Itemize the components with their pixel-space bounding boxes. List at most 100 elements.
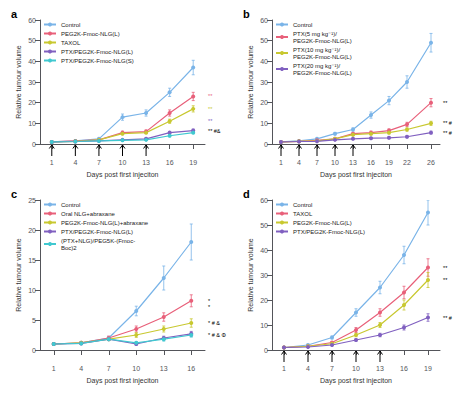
- svg-text:4: 4: [297, 159, 301, 166]
- svg-text:PTX/PEG2K-Fmoc-NLG(S): PTX/PEG2K-Fmoc-NLG(S): [61, 58, 134, 64]
- svg-text:b: b: [243, 8, 250, 20]
- svg-text:5: 5: [32, 317, 36, 324]
- svg-text:30: 30: [28, 79, 36, 86]
- svg-text:d: d: [243, 188, 250, 200]
- svg-text:Days post first injeciton: Days post first injeciton: [87, 171, 159, 179]
- svg-text:TAXOL: TAXOL: [293, 211, 313, 217]
- svg-text:7: 7: [97, 159, 101, 166]
- svg-text:7: 7: [330, 365, 334, 372]
- svg-text:25: 25: [28, 197, 36, 204]
- svg-text:Days post first injeciton: Days post first injeciton: [87, 377, 159, 385]
- svg-text:PTX(5 mg kg⁻¹)/: PTX(5 mg kg⁻¹)/: [293, 31, 337, 37]
- svg-text:40: 40: [260, 58, 268, 65]
- svg-text:* # & Φ: * # & Φ: [208, 332, 226, 338]
- svg-text:PTX/PEG2K-Fmoc-NLG(L): PTX/PEG2K-Fmoc-NLG(L): [61, 229, 133, 235]
- svg-text:Relative tumour volume: Relative tumour volume: [15, 45, 22, 119]
- svg-text:Boc)2: Boc)2: [61, 245, 77, 251]
- svg-text:PTX(10 mg kg⁻¹)/: PTX(10 mg kg⁻¹)/: [293, 47, 341, 53]
- svg-text:60: 60: [260, 197, 268, 204]
- svg-text:** #&: ** #&: [208, 128, 221, 134]
- svg-text:19: 19: [385, 159, 393, 166]
- svg-text:19: 19: [189, 159, 197, 166]
- svg-text:PEG2K-Fmoc-NLG(L): PEG2K-Fmoc-NLG(L): [293, 220, 352, 226]
- svg-text:60: 60: [28, 17, 36, 24]
- svg-text:26: 26: [427, 159, 435, 166]
- svg-text:**: **: [443, 265, 448, 271]
- svg-text:7: 7: [315, 159, 319, 166]
- svg-text:PEG2K-Fmoc-NLG(L): PEG2K-Fmoc-NLG(L): [293, 70, 352, 76]
- svg-text:Control: Control: [293, 22, 312, 28]
- svg-text:20: 20: [28, 99, 36, 106]
- svg-text:50: 50: [260, 37, 268, 44]
- svg-text:13: 13: [349, 159, 357, 166]
- svg-text:**: **: [208, 93, 213, 99]
- svg-text:10: 10: [260, 322, 268, 329]
- svg-text:13: 13: [160, 365, 168, 372]
- svg-text:Relative tumour volume: Relative tumour volume: [247, 238, 254, 312]
- svg-text:0: 0: [32, 347, 36, 354]
- svg-text:16: 16: [400, 365, 408, 372]
- svg-text:10: 10: [28, 120, 36, 127]
- svg-text:**: **: [208, 118, 213, 124]
- svg-text:**: **: [443, 277, 448, 283]
- svg-text:**: **: [208, 106, 213, 112]
- svg-text:40: 40: [260, 247, 268, 254]
- svg-text:** #: ** #: [443, 130, 453, 136]
- svg-text:1: 1: [282, 365, 286, 372]
- svg-text:PTX/PEG2K-Fmoc-NLG(L): PTX/PEG2K-Fmoc-NLG(L): [61, 49, 133, 55]
- svg-text:16: 16: [367, 159, 375, 166]
- svg-text:**: **: [443, 100, 448, 106]
- svg-text:16: 16: [166, 159, 174, 166]
- svg-text:13: 13: [376, 365, 384, 372]
- svg-text:c: c: [11, 188, 17, 200]
- svg-text:Control: Control: [61, 202, 80, 208]
- svg-text:1: 1: [50, 159, 54, 166]
- svg-text:** #: ** #: [443, 120, 453, 126]
- svg-text:PTX/PEG2K-Fmoc-NLG(L): PTX/PEG2K-Fmoc-NLG(L): [293, 229, 365, 235]
- svg-text:10: 10: [119, 159, 127, 166]
- svg-text:Control: Control: [293, 202, 312, 208]
- svg-text:4: 4: [306, 365, 310, 372]
- svg-text:30: 30: [260, 79, 268, 86]
- svg-text:4: 4: [73, 159, 77, 166]
- svg-text:(PTX+NLG)/PEG5K-(Fmoc-: (PTX+NLG)/PEG5K-(Fmoc-: [61, 238, 135, 244]
- svg-text:*: *: [208, 304, 211, 310]
- svg-text:PEG2K-Fmoc-NLG(L): PEG2K-Fmoc-NLG(L): [61, 31, 120, 37]
- svg-text:1: 1: [52, 365, 56, 372]
- svg-text:Control: Control: [61, 22, 80, 28]
- svg-text:10: 10: [132, 365, 140, 372]
- svg-text:Days post first injeciton: Days post first injeciton: [320, 377, 392, 385]
- svg-text:Oral NLG+abraxane: Oral NLG+abraxane: [61, 211, 116, 217]
- svg-text:60: 60: [260, 17, 268, 24]
- svg-text:13: 13: [142, 159, 150, 166]
- svg-text:PEG2K-Fmoc-NLG(L): PEG2K-Fmoc-NLG(L): [293, 54, 352, 60]
- svg-text:15: 15: [28, 257, 36, 264]
- svg-text:PEG2K-Fmoc-NLG(L): PEG2K-Fmoc-NLG(L): [293, 38, 352, 44]
- svg-text:0: 0: [264, 141, 268, 148]
- svg-text:1: 1: [279, 159, 283, 166]
- svg-text:PEG2K-Fmoc-NLG(L)+abraxane: PEG2K-Fmoc-NLG(L)+abraxane: [61, 220, 149, 226]
- svg-text:22: 22: [403, 159, 411, 166]
- svg-text:10: 10: [352, 365, 360, 372]
- svg-text:a: a: [11, 8, 18, 20]
- svg-text:10: 10: [28, 287, 36, 294]
- svg-text:10: 10: [331, 159, 339, 166]
- svg-text:16: 16: [187, 365, 195, 372]
- svg-text:50: 50: [28, 37, 36, 44]
- svg-text:20: 20: [28, 227, 36, 234]
- svg-text:40: 40: [28, 58, 36, 65]
- svg-text:** #: ** #: [443, 315, 453, 321]
- svg-text:20: 20: [260, 99, 268, 106]
- svg-text:30: 30: [260, 272, 268, 279]
- svg-text:PTX(20 mg kg⁻¹)/: PTX(20 mg kg⁻¹)/: [293, 63, 341, 69]
- svg-text:Relative tumour volume: Relative tumour volume: [247, 45, 254, 119]
- svg-text:10: 10: [260, 120, 268, 127]
- svg-text:Relative tumour volume: Relative tumour volume: [15, 238, 22, 312]
- svg-text:* # &: * # &: [208, 320, 220, 326]
- svg-text:7: 7: [107, 365, 111, 372]
- svg-text:19: 19: [424, 365, 432, 372]
- svg-text:4: 4: [79, 365, 83, 372]
- svg-text:Days post first injeciton: Days post first injeciton: [320, 171, 392, 179]
- svg-text:50: 50: [260, 222, 268, 229]
- svg-text:20: 20: [260, 297, 268, 304]
